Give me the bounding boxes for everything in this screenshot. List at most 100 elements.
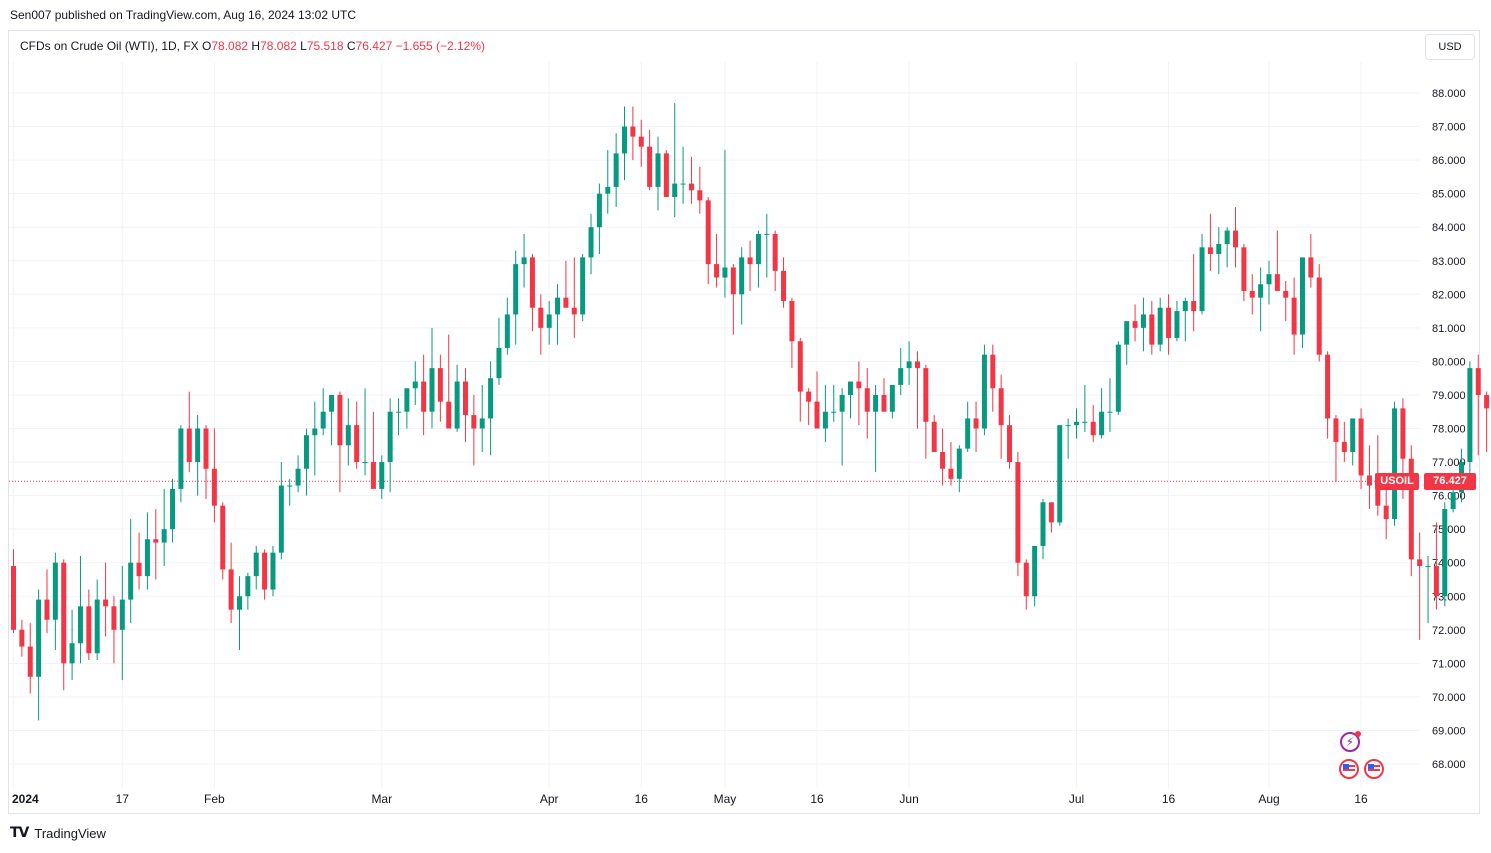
candle-body bbox=[730, 267, 736, 295]
tradingview-logo[interactable]: TV TradingView bbox=[10, 825, 106, 841]
y-tick-label: 72.000 bbox=[1432, 625, 1466, 637]
candle-body bbox=[454, 381, 460, 429]
candle-body bbox=[714, 264, 720, 278]
candle-body bbox=[705, 200, 711, 265]
y-tick-label: 85.000 bbox=[1432, 189, 1466, 201]
candle-body bbox=[1283, 290, 1289, 298]
candle-body bbox=[144, 539, 150, 577]
candle-body bbox=[747, 257, 753, 265]
candle-body bbox=[345, 425, 351, 446]
candle-body bbox=[596, 193, 602, 228]
candle-body bbox=[940, 451, 946, 469]
candle-body bbox=[1241, 247, 1247, 291]
candle-body bbox=[688, 183, 694, 191]
candle-body bbox=[1433, 566, 1439, 597]
candle-body bbox=[153, 539, 159, 543]
candle-body bbox=[1224, 230, 1230, 244]
y-tick-label: 69.000 bbox=[1432, 725, 1466, 737]
candle-body bbox=[764, 233, 770, 235]
y-tick-label: 82.000 bbox=[1432, 289, 1466, 301]
candle-body bbox=[387, 411, 393, 463]
candle-body bbox=[1115, 344, 1121, 412]
candle-body bbox=[421, 381, 427, 412]
candle-body bbox=[1065, 425, 1071, 427]
x-tick-label: 17 bbox=[116, 792, 130, 806]
notification-dot bbox=[1355, 731, 1361, 737]
candle-body bbox=[755, 233, 761, 265]
candle-body bbox=[923, 368, 929, 422]
y-tick-label: 71.000 bbox=[1432, 658, 1466, 670]
chart-pane[interactable] bbox=[8, 30, 1480, 814]
publish-info: Sen007 published on TradingView.com, Aug… bbox=[10, 8, 357, 22]
close-value: 76.427 bbox=[355, 39, 393, 53]
candle-body bbox=[772, 233, 778, 271]
y-tick-label: 79.000 bbox=[1432, 390, 1466, 402]
us-flag-event-icon[interactable] bbox=[1364, 759, 1384, 779]
candle-body bbox=[1149, 314, 1155, 345]
candle-body bbox=[471, 415, 477, 429]
candle-body bbox=[973, 418, 979, 429]
x-tick-label: 16 bbox=[1354, 792, 1368, 806]
candle-body bbox=[1099, 411, 1105, 436]
candle-body bbox=[1341, 441, 1347, 452]
low-value: 75.518 bbox=[306, 39, 344, 53]
candle-body bbox=[529, 257, 535, 308]
candle-body bbox=[354, 425, 360, 463]
candle-body bbox=[19, 629, 25, 647]
candle-body bbox=[1417, 559, 1423, 567]
candle-body bbox=[496, 347, 502, 379]
candle-body bbox=[856, 381, 862, 389]
candle-body bbox=[1007, 425, 1013, 463]
candle-body bbox=[1124, 321, 1130, 345]
candle-body bbox=[253, 552, 259, 577]
candle-body bbox=[1040, 502, 1046, 546]
low-label: L bbox=[300, 39, 307, 53]
candle-body bbox=[245, 576, 251, 597]
candle-body bbox=[1090, 421, 1096, 436]
y-tick-label: 83.000 bbox=[1432, 256, 1466, 268]
candle-body bbox=[1350, 418, 1356, 452]
y-tick-label: 87.000 bbox=[1432, 122, 1466, 134]
x-tick-label: May bbox=[714, 792, 737, 806]
candle-body bbox=[898, 368, 904, 385]
candle-body bbox=[1299, 257, 1305, 335]
us-flag-event-icon[interactable] bbox=[1339, 759, 1359, 779]
candle-body bbox=[362, 462, 368, 464]
candle-body bbox=[161, 529, 167, 543]
currency-button[interactable]: USD bbox=[1425, 34, 1475, 60]
candle-body bbox=[1484, 394, 1490, 409]
candle-body bbox=[806, 391, 812, 402]
high-value: 78.082 bbox=[260, 39, 297, 53]
candle-body bbox=[111, 606, 117, 630]
candle-body bbox=[781, 270, 787, 302]
candle-body bbox=[931, 421, 937, 452]
candle-body bbox=[1023, 562, 1029, 597]
x-tick-label: Jul bbox=[1069, 792, 1084, 806]
symbol-description: CFDs on Crude Oil (WTI), 1D, FX bbox=[20, 39, 199, 53]
candle-body bbox=[186, 428, 192, 463]
candle-body bbox=[1333, 418, 1339, 442]
candle-body bbox=[655, 153, 661, 187]
candle-body bbox=[580, 257, 586, 315]
candle-body bbox=[1174, 311, 1180, 338]
candle-body bbox=[220, 505, 226, 570]
candle-body bbox=[873, 394, 879, 412]
x-tick-label: 2024 bbox=[12, 792, 39, 806]
candle-body bbox=[404, 388, 410, 412]
candle-body bbox=[119, 599, 125, 630]
candle-body bbox=[1366, 475, 1372, 486]
candle-body bbox=[170, 488, 176, 530]
change-value: −1.655 (−2.12%) bbox=[395, 39, 485, 53]
candle-body bbox=[203, 428, 209, 469]
candle-body bbox=[312, 428, 318, 436]
symbol-legend: CFDs on Crude Oil (WTI), 1D, FX O78.082 … bbox=[20, 39, 485, 53]
high-label: H bbox=[251, 39, 261, 53]
candle-body bbox=[1191, 301, 1197, 312]
candle-body bbox=[1258, 284, 1264, 298]
y-tick-label: 73.000 bbox=[1432, 591, 1466, 603]
candle-body bbox=[1216, 243, 1222, 255]
candle-body bbox=[613, 153, 619, 187]
lightning-event-icon[interactable]: ⚡ bbox=[1340, 731, 1361, 752]
candle-body bbox=[1140, 314, 1146, 328]
